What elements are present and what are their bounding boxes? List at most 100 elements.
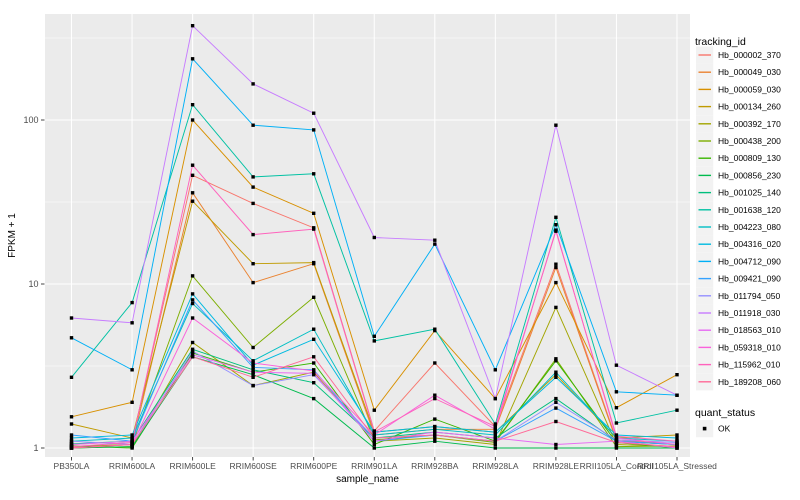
data-point [190,24,195,28]
data-point [69,422,74,426]
legend-item-Hb_000134_260: Hb_000134_260 [696,98,781,116]
data-point [312,381,316,385]
data-point [312,355,316,359]
data-point [372,446,376,450]
x-tick-label-RRIM600LE: RRIM600LE [169,461,216,471]
legend-label: Hb_001025_140 [718,188,781,198]
data-point [190,173,195,177]
legend-label: OK [718,424,731,434]
data-point [251,365,255,370]
data-point [554,375,558,379]
legend-label: Hb_059318_010 [718,342,781,352]
data-point [675,393,679,397]
data-point [312,396,316,401]
y-tick-label: 1 [33,443,38,453]
data-point [554,370,558,374]
data-point [554,446,558,450]
legend-item-Hb_011794_050: Hb_011794_050 [696,287,781,305]
legend-label: Hb_000809_130 [718,153,781,163]
data-point [675,408,679,412]
x-tick-label-RRII105LA_Stressed: RRII105LA_Stressed [637,461,717,471]
data-point [554,400,558,404]
data-point [312,260,316,265]
legend-label: Hb_000134_260 [718,102,781,112]
data-point [130,440,134,445]
data-point [493,422,497,426]
y-tick-label: 10 [28,279,38,289]
legend-item-Hb_004712_090: Hb_004712_090 [696,252,781,270]
data-points [69,24,679,450]
legend-item-Hb_018563_010: Hb_018563_010 [696,321,781,339]
data-point [190,292,195,296]
data-point [312,211,316,215]
plot-panel [45,14,690,457]
data-point [675,433,679,437]
data-point [190,301,195,306]
data-point [433,427,437,431]
data-point [554,223,558,227]
data-point [675,439,679,443]
data-point [614,440,619,445]
data-point [372,430,376,434]
data-point [190,199,195,203]
data-point [614,434,619,438]
data-point [493,396,497,401]
data-point [190,351,195,355]
data-point [554,357,558,361]
legend-item-Hb_000059_030: Hb_000059_030 [696,80,781,98]
legend-item-Hb_001025_140: Hb_001025_140 [696,184,781,202]
data-point [251,375,255,379]
data-point [190,274,195,278]
data-point [251,363,255,367]
data-point [493,436,497,440]
data-point [312,111,316,115]
data-point [69,446,74,450]
legend-item-Hb_000049_030: Hb_000049_030 [696,63,781,81]
x-tick-label-RRII105LA_Control: RRII105LA_Control [580,461,654,471]
data-point [130,444,134,449]
legend-title-quant-status: quant_status [695,407,755,419]
y-axis-title: FPKM + 1 [7,213,18,258]
data-point [130,400,134,404]
x-tick-label-RRIM600PE: RRIM600PE [290,461,338,471]
data-point [190,163,195,167]
legend-item-Hb_011918_030: Hb_011918_030 [696,304,781,322]
data-point [312,227,316,231]
data-point [433,327,437,331]
data-point [251,368,255,372]
data-point [190,316,195,320]
data-point [190,347,195,351]
data-point [251,201,255,206]
data-point [69,439,74,443]
data-point [433,396,437,401]
x-tick-label-RRIM928LE: RRIM928LE [533,461,580,471]
data-point [372,408,376,412]
data-point [69,415,74,419]
data-point [190,340,195,345]
legend-title-tracking-id: tracking_id [695,36,746,48]
legend-item-Hb_000392_170: Hb_000392_170 [696,115,781,133]
data-point [372,442,376,447]
data-point [251,232,255,237]
data-point [493,424,497,429]
x-tick-label-RRIM600SE: RRIM600SE [230,461,278,471]
data-point [251,359,255,363]
legend-label: Hb_000049_030 [718,67,781,77]
x-tick-label-PB350LA: PB350LA [54,461,90,471]
data-point [614,406,619,410]
legend-label: Hb_011918_030 [718,308,781,318]
legend-label: Hb_018563_010 [718,325,781,335]
data-point [69,442,74,447]
legend-label: Hb_001638_120 [718,205,781,215]
data-point [312,361,316,365]
legend-label: Hb_004223_080 [718,222,781,232]
legend-item-Hb_004316_020: Hb_004316_020 [696,235,781,253]
legend-item-Hb_000809_130: Hb_000809_130 [696,149,781,167]
data-point [675,436,679,440]
data-point [433,242,437,246]
data-point [190,298,195,302]
data-point [190,118,195,122]
legend-label: Hb_000059_030 [718,84,781,94]
data-point [493,368,497,372]
